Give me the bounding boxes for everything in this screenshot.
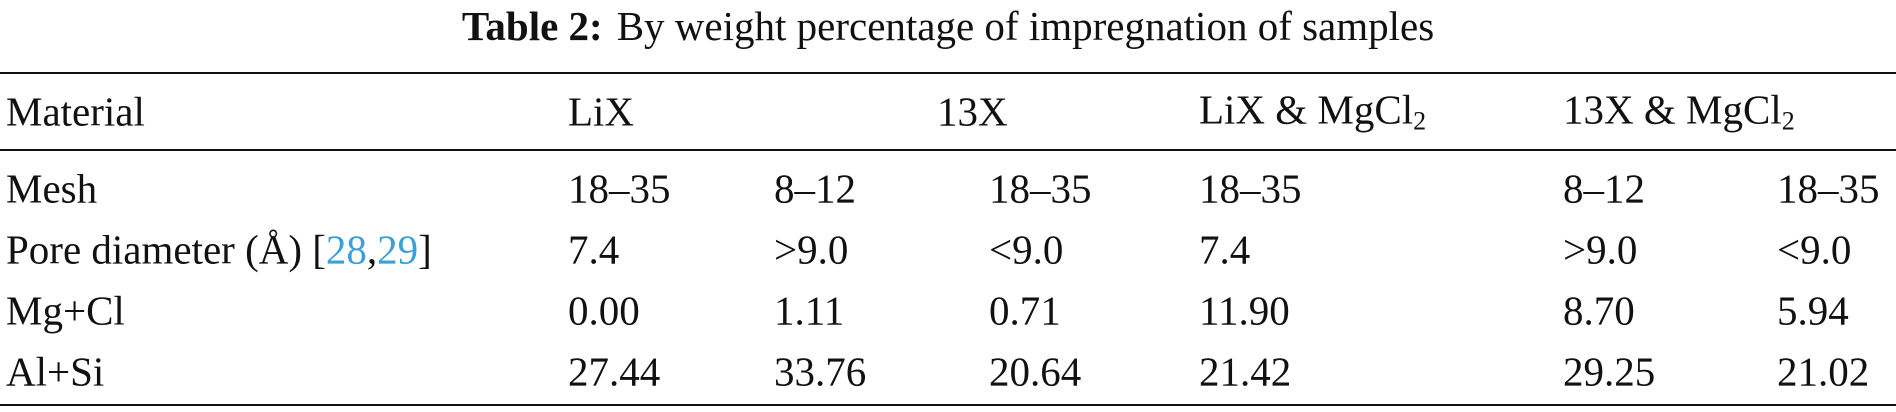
label-text: , bbox=[366, 226, 378, 273]
data-cell: 0.00 bbox=[568, 287, 640, 334]
row-label: Pore diameter (Å) [28,29] bbox=[6, 226, 432, 273]
header-text: LiX bbox=[568, 88, 635, 135]
row-label: Mg+Cl bbox=[6, 287, 125, 334]
data-cell: >9.0 bbox=[774, 226, 849, 273]
header-subscript: 2 bbox=[1781, 106, 1795, 136]
data-cell: 7.4 bbox=[568, 226, 620, 273]
header-subscript: 2 bbox=[1413, 106, 1427, 136]
header-cell: Material bbox=[6, 88, 145, 135]
data-cell: 1.11 bbox=[774, 287, 845, 334]
data-cell: 20.64 bbox=[989, 348, 1082, 395]
data-cell: 27.44 bbox=[568, 348, 661, 395]
caption-text: By weight percentage of impregnation of … bbox=[616, 3, 1435, 49]
header-text: 13X & MgCl bbox=[1563, 86, 1782, 133]
top-rule bbox=[0, 72, 1896, 74]
table-caption: Table 2: By weight percentage of impregna… bbox=[0, 2, 1896, 50]
data-cell: 33.76 bbox=[774, 348, 867, 395]
label-text: Mg+Cl bbox=[6, 287, 125, 334]
mid-rule bbox=[0, 149, 1896, 151]
data-cell: 18–35 bbox=[1199, 165, 1302, 212]
data-cell: 7.4 bbox=[1199, 226, 1251, 273]
data-cell: 8–12 bbox=[774, 165, 856, 212]
bottom-rule bbox=[0, 404, 1896, 406]
data-cell: >9.0 bbox=[1563, 226, 1638, 273]
citation-link[interactable]: 29 bbox=[377, 226, 419, 273]
data-cell: 29.25 bbox=[1563, 348, 1656, 395]
header-text: 13X bbox=[937, 88, 1008, 135]
data-cell: 18–35 bbox=[1777, 165, 1880, 212]
row-label: Mesh bbox=[6, 165, 98, 212]
data-cell: <9.0 bbox=[989, 226, 1064, 273]
citation-link[interactable]: 28 bbox=[325, 226, 367, 273]
data-cell: 5.94 bbox=[1777, 287, 1849, 334]
data-cell: 18–35 bbox=[568, 165, 671, 212]
header-cell: 13X bbox=[937, 88, 1008, 135]
label-text: Al+Si bbox=[6, 348, 105, 395]
data-cell: 11.90 bbox=[1199, 287, 1290, 334]
header-cell: 13X & MgCl2 bbox=[1563, 86, 1795, 136]
data-cell: 0.71 bbox=[989, 287, 1061, 334]
data-cell: 18–35 bbox=[989, 165, 1092, 212]
caption-label: Table 2: bbox=[461, 3, 603, 49]
header-text: LiX & MgCl bbox=[1199, 86, 1414, 133]
header-cell: LiX bbox=[568, 88, 635, 135]
data-cell: 21.42 bbox=[1199, 348, 1292, 395]
header-text: Material bbox=[6, 88, 145, 135]
label-text: Mesh bbox=[6, 165, 98, 212]
header-cell: LiX & MgCl2 bbox=[1199, 86, 1427, 136]
data-cell: 21.02 bbox=[1777, 348, 1870, 395]
data-cell: <9.0 bbox=[1777, 226, 1852, 273]
label-text: Pore diameter (Å) [ bbox=[6, 226, 326, 273]
label-text: ] bbox=[418, 226, 432, 273]
row-label: Al+Si bbox=[6, 348, 105, 395]
data-cell: 8–12 bbox=[1563, 165, 1645, 212]
data-cell: 8.70 bbox=[1563, 287, 1635, 334]
